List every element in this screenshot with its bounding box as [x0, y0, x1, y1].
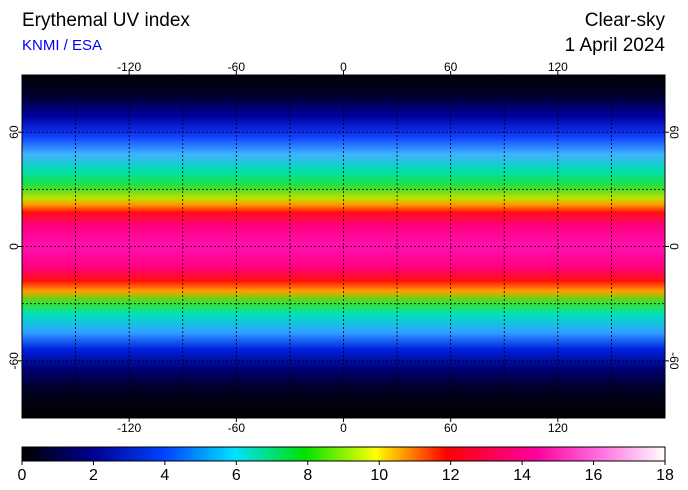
date: 1 April 2024 — [565, 35, 666, 56]
lon-label: 60 — [444, 60, 458, 74]
lon-label: 0 — [340, 60, 347, 74]
lon-label: -60 — [228, 421, 246, 435]
colorbar — [21, 446, 666, 462]
lon-label: -120 — [117, 60, 141, 74]
colorbar-label: 8 — [303, 467, 312, 484]
colorbar-label: 6 — [232, 467, 241, 484]
lat-label: 0 — [667, 243, 681, 250]
lon-label: 0 — [340, 421, 347, 435]
lat-label: 60 — [7, 125, 21, 139]
colorbar-label: 16 — [585, 467, 603, 484]
lon-label: -60 — [228, 60, 246, 74]
lon-label: 120 — [548, 60, 568, 74]
lat-label: -60 — [7, 352, 21, 370]
colorbar-label: 14 — [513, 467, 531, 484]
lat-label: 0 — [7, 243, 21, 250]
lon-label: 60 — [444, 421, 458, 435]
lat-label: -60 — [667, 352, 681, 370]
right-title: Clear-sky — [585, 10, 666, 31]
lon-label: -120 — [117, 421, 141, 435]
colorbar-label: 2 — [89, 467, 98, 484]
colorbar-label: 4 — [160, 467, 169, 484]
lon-label: 120 — [548, 421, 568, 435]
source: KNMI / ESA — [22, 37, 102, 54]
title: Erythemal UV index — [22, 10, 190, 31]
colorbar-label: 0 — [18, 467, 27, 484]
colorbar-label: 12 — [442, 467, 460, 484]
colorbar-label: 10 — [370, 467, 388, 484]
lat-label: 60 — [667, 125, 681, 139]
colorbar-label: 18 — [656, 467, 674, 484]
